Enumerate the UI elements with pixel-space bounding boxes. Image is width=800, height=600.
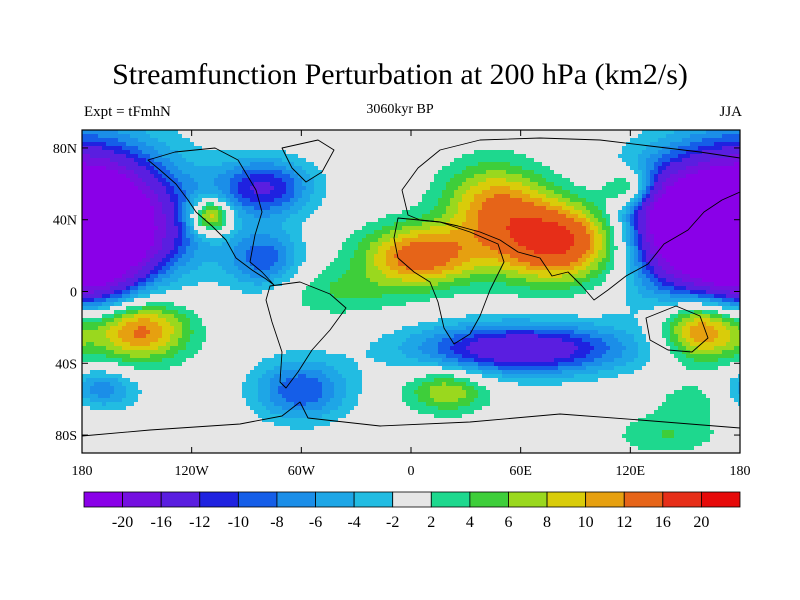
colorbar-swatch	[276, 491, 316, 508]
colorbar-label: -4	[347, 514, 360, 531]
colorbar-swatch	[585, 491, 625, 508]
age-label: 3060kyr BP	[366, 102, 434, 117]
colorbar-swatch	[315, 491, 355, 508]
lon-tick-label: 0	[408, 464, 415, 479]
colorbar-swatch	[430, 491, 471, 508]
colorbar-label: 20	[693, 514, 709, 531]
colorbar-swatch	[83, 491, 123, 508]
streamfunction-field	[82, 130, 740, 453]
colorbar-swatch	[546, 491, 587, 508]
colorbar-label: 4	[466, 514, 474, 531]
colorbar-label: -16	[151, 514, 172, 531]
colorbar-label: 10	[578, 514, 594, 531]
colorbar-label: 6	[504, 514, 512, 531]
colorbar-label: -2	[386, 514, 399, 531]
page-title: Streamfunction Perturbation at 200 hPa (…	[112, 58, 688, 91]
map-axes: 80N 40N 0 40S 80S 180 120W 60W 0 60E 120E 180	[53, 130, 751, 479]
colorbar-swatch	[392, 491, 432, 508]
lon-tick-label: 180	[730, 464, 751, 479]
colorbar-label: -10	[228, 514, 249, 531]
lon-tick-label: 120W	[175, 464, 210, 479]
coastlines	[82, 137, 740, 437]
lat-tick-label: 80S	[55, 429, 77, 444]
colorbar-label: -20	[112, 514, 133, 531]
colorbar-swatch	[469, 491, 509, 508]
colorbar: -20 -16 -12 -10 -8 -6 -4 -2 2 4 6 8 10 12 16 20	[83, 491, 741, 531]
colorbar-swatch	[701, 491, 741, 508]
season-label: JJA	[719, 104, 742, 120]
lon-tick-label: 120E	[616, 464, 646, 479]
colorbar-swatch	[199, 491, 239, 508]
colorbar-label: -12	[189, 514, 210, 531]
experiment-label: Expt = tFmhN	[84, 104, 171, 120]
lon-tick-label: 60E	[509, 464, 532, 479]
colorbar-swatch	[662, 491, 702, 508]
colorbar-swatch	[237, 491, 278, 508]
lon-tick-label: 180	[72, 464, 93, 479]
colorbar-label: -6	[309, 514, 322, 531]
lat-tick-label: 80N	[53, 142, 77, 157]
colorbar-swatch	[122, 491, 162, 508]
lon-tick-label: 60W	[288, 464, 316, 479]
colorbar-label: 8	[543, 514, 551, 531]
colorbar-swatch	[353, 491, 394, 508]
lat-tick-label: 0	[70, 286, 77, 301]
colorbar-swatch	[623, 491, 664, 508]
colorbar-label: 16	[655, 514, 671, 531]
colorbar-label: 12	[616, 514, 632, 531]
colorbar-swatch	[508, 491, 548, 508]
lat-tick-label: 40N	[53, 214, 77, 229]
colorbar-swatch	[160, 491, 201, 508]
lat-tick-label: 40S	[55, 357, 77, 372]
colorbar-label: -8	[270, 514, 283, 531]
colorbar-label: 2	[427, 514, 435, 531]
